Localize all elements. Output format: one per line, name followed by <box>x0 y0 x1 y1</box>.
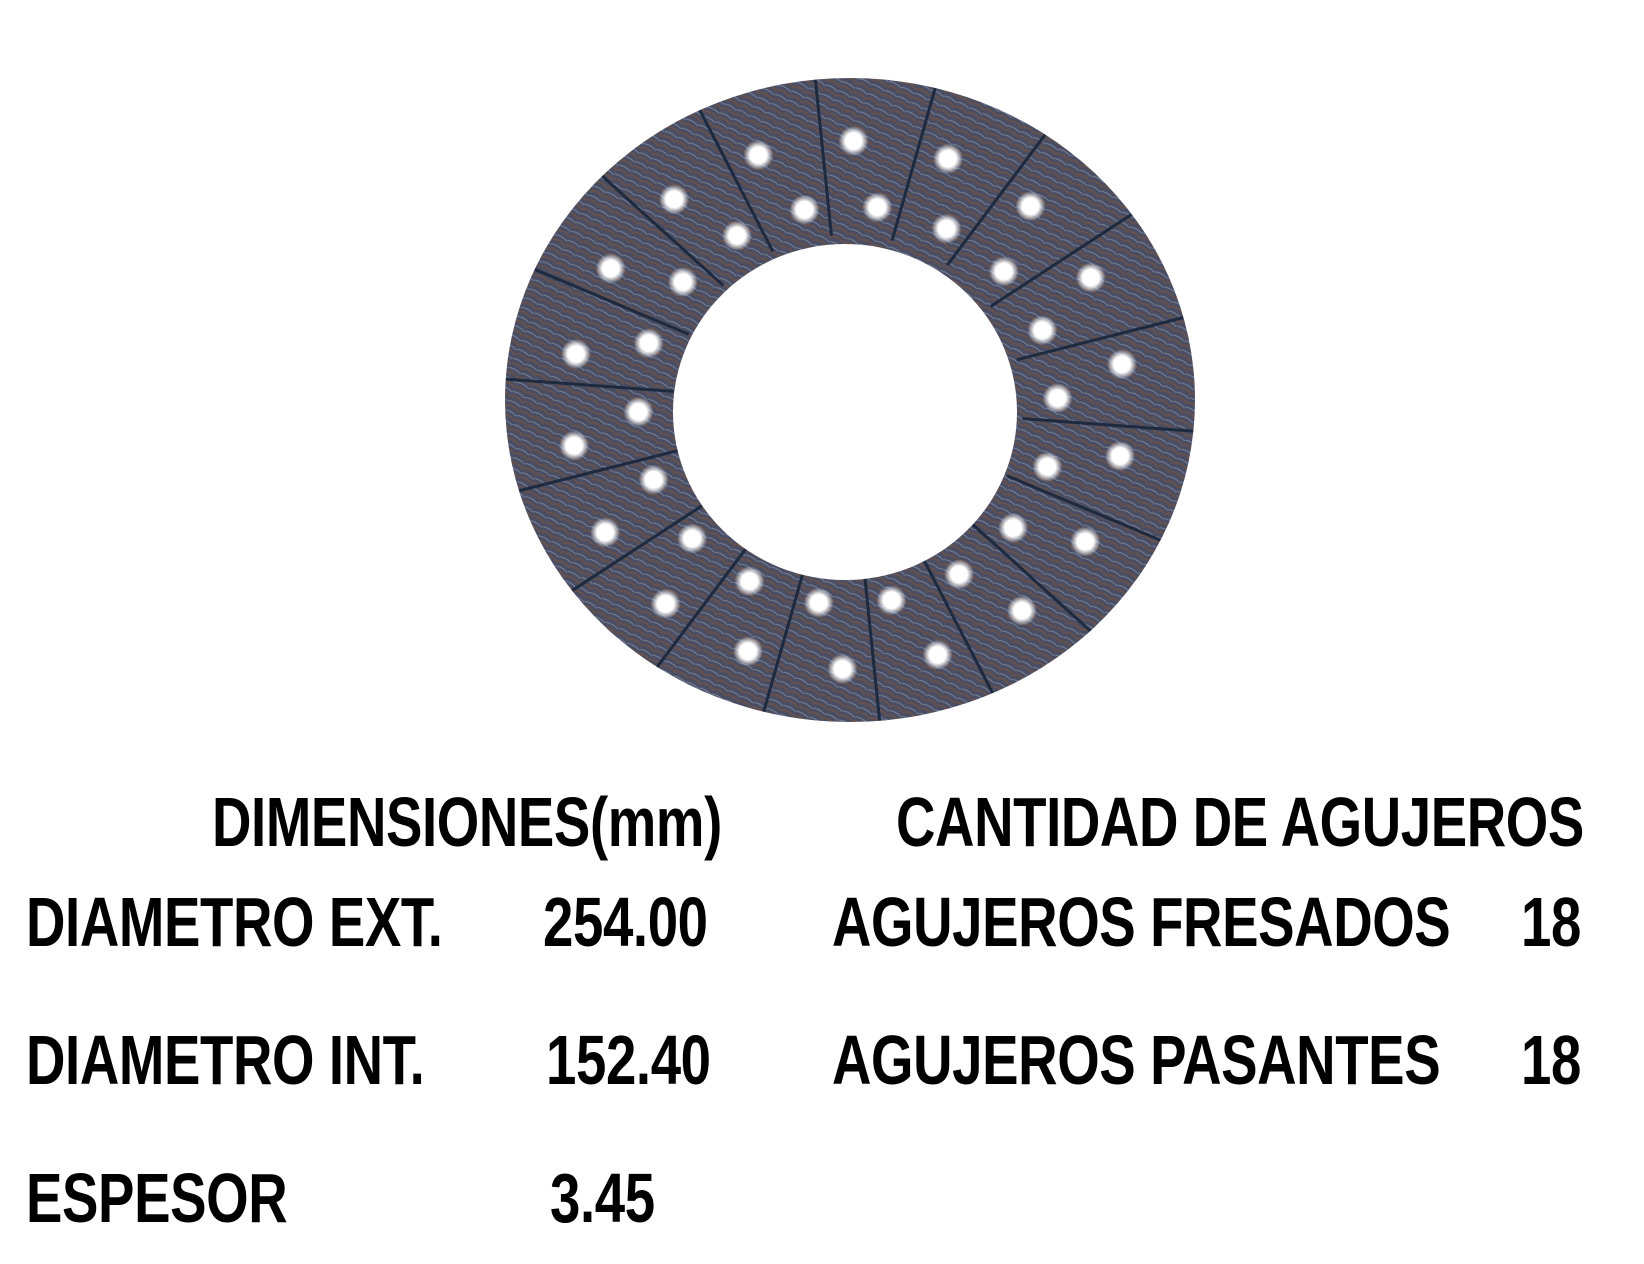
rivet-hole <box>560 338 591 369</box>
dim-label-ext: DIAMETRO EXT. <box>26 883 443 961</box>
rivet-hole <box>667 267 698 298</box>
rivet-hole <box>590 517 621 548</box>
radial-groove <box>890 75 941 241</box>
rivet-hole <box>1042 383 1073 414</box>
radial-groove <box>500 448 680 497</box>
radial-groove <box>520 262 690 336</box>
dim-value-thickness: 3.45 <box>550 1159 655 1237</box>
radial-groove <box>590 165 725 287</box>
rivet-hole <box>933 143 964 174</box>
radial-groove <box>642 544 750 686</box>
holes-value-through: 18 <box>1521 1021 1581 1099</box>
radial-groove <box>946 124 1054 266</box>
radial-groove <box>989 206 1143 308</box>
radial-groove <box>971 523 1106 645</box>
rivet-hole <box>721 220 752 251</box>
radial-groove <box>1016 313 1196 362</box>
rivet-hole <box>998 512 1029 543</box>
rivet-hole <box>559 430 590 461</box>
dim-value-int: 152.40 <box>546 1021 711 1099</box>
rivet-hole <box>623 396 654 427</box>
holes-header: CANTIDAD DE AGUJEROS <box>896 783 1584 861</box>
rivet-hole <box>944 559 975 590</box>
rivet-hole <box>803 587 834 618</box>
dim-label-int: DIAMETRO INT. <box>26 1021 425 1099</box>
dimensions-header: DIMENSIONES(mm) <box>212 783 722 861</box>
rivet-hole <box>1075 262 1106 293</box>
holes-value-milled: 18 <box>1521 883 1581 961</box>
rivet-hole <box>1105 441 1136 472</box>
rivet-hole <box>922 639 953 670</box>
rivet-hole <box>1070 526 1101 557</box>
rivet-hole <box>1015 191 1046 222</box>
holes-label-through: AGUJEROS PASANTES <box>832 1021 1441 1099</box>
rivet-hole <box>931 213 962 244</box>
radial-groove <box>1006 474 1176 548</box>
rivet-hole <box>1032 451 1063 482</box>
rivet-hole <box>734 566 765 597</box>
rivet-hole <box>638 464 669 495</box>
radial-groove <box>692 97 775 253</box>
rivet-hole <box>838 126 869 157</box>
clutch-disc-image <box>0 0 1644 760</box>
radial-groove <box>553 502 707 604</box>
rivet-hole <box>650 588 681 619</box>
radial-groove <box>755 569 806 735</box>
rivet-hole <box>732 636 763 667</box>
radial-groove <box>863 574 884 744</box>
rivet-hole <box>1106 349 1137 380</box>
rivet-hole <box>1027 315 1058 346</box>
rivet-hole <box>659 184 690 215</box>
rivet-hole <box>633 328 664 359</box>
rivet-hole <box>862 192 893 223</box>
rivet-hole <box>988 256 1019 287</box>
dim-value-ext: 254.00 <box>543 883 708 961</box>
holes-label-milled: AGUJEROS FRESADOS <box>832 883 1451 961</box>
radial-groove <box>812 66 833 236</box>
radial-groove <box>921 557 1004 713</box>
rivet-hole <box>827 653 858 684</box>
rivet-hole <box>789 194 820 225</box>
radial-groove <box>1022 417 1207 434</box>
rivet-hole <box>677 523 708 554</box>
dim-label-thickness: ESPESOR <box>26 1159 288 1237</box>
radial-groove <box>489 376 674 393</box>
rivet-hole <box>743 140 774 171</box>
rivet-hole <box>876 585 907 616</box>
friction-surface <box>0 0 1644 760</box>
rivet-hole <box>595 253 626 284</box>
rivet-hole <box>1006 595 1037 626</box>
